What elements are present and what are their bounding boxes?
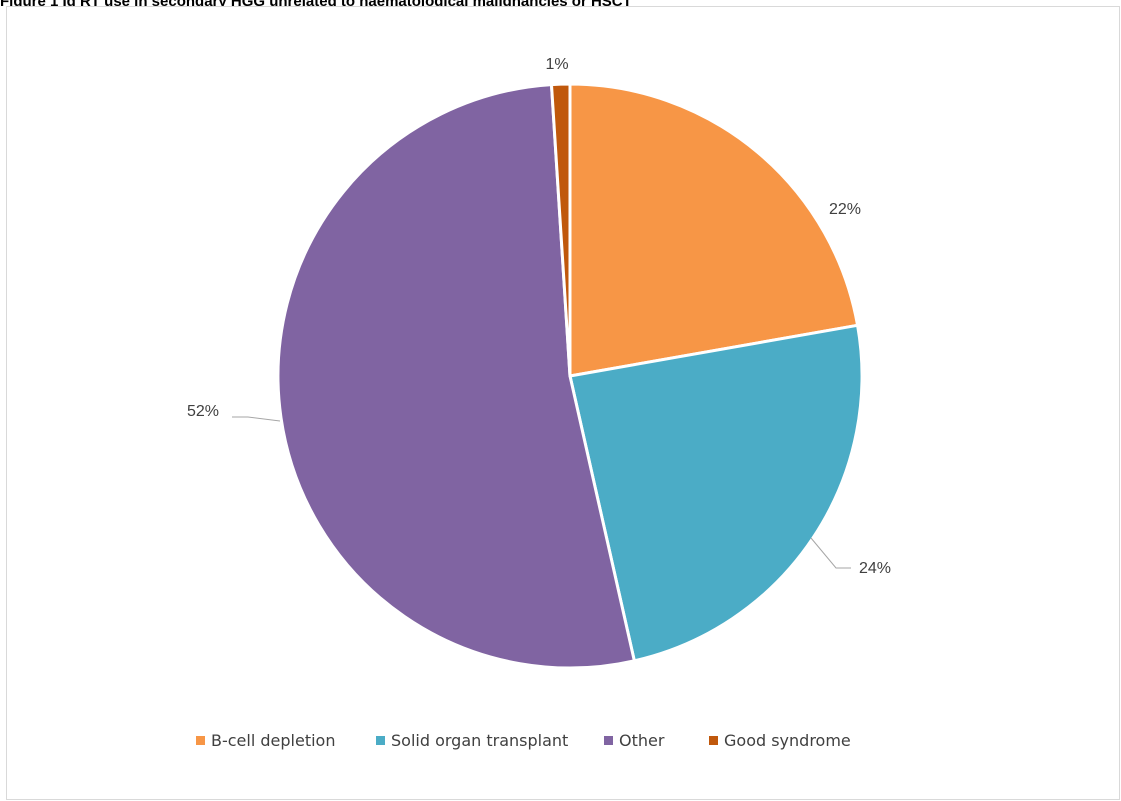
legend-label-solid-organ-transplant: Solid organ transplant [391,731,568,750]
legend-label-other: Other [619,731,665,750]
pie-slices [276,82,864,670]
leader-line-other [232,416,281,422]
pie-slice-good-syndrome [549,82,572,378]
legend-label-b-cell-depletion: B-cell depletion [211,731,335,750]
pie-slice-solid-organ-transplant [568,323,864,663]
data-labels: 22% 24% 52% 1% [187,56,891,577]
data-label-solid-organ-transplant: 24% [859,560,891,577]
data-label-other: 52% [187,403,219,420]
figure-caption: Figure 1 Ig RT use in secondary HGG unre… [0,0,632,10]
data-label-b-cell-depletion: 22% [829,201,861,218]
legend-swatch-good-syndrome [709,736,718,745]
pie-slice-other [276,83,636,670]
legend-item-solid-organ-transplant: Solid organ transplant [376,731,568,750]
legend-item-other: Other [604,731,665,750]
legend-swatch-other [604,736,613,745]
legend: B-cell depletion Solid organ transplant Ot… [196,731,851,750]
legend-swatch-solid-organ-transplant [376,736,385,745]
data-label-good-syndrome: 1% [545,56,568,73]
leader-lines [232,416,851,569]
legend-item-good-syndrome: Good syndrome [709,731,851,750]
pie-slice-b-cell-depletion [568,82,860,378]
legend-label-good-syndrome: Good syndrome [724,731,851,750]
leader-line-solid-organ-transplant [810,537,851,569]
legend-swatch-b-cell-depletion [196,736,205,745]
legend-item-b-cell-depletion: B-cell depletion [196,731,335,750]
